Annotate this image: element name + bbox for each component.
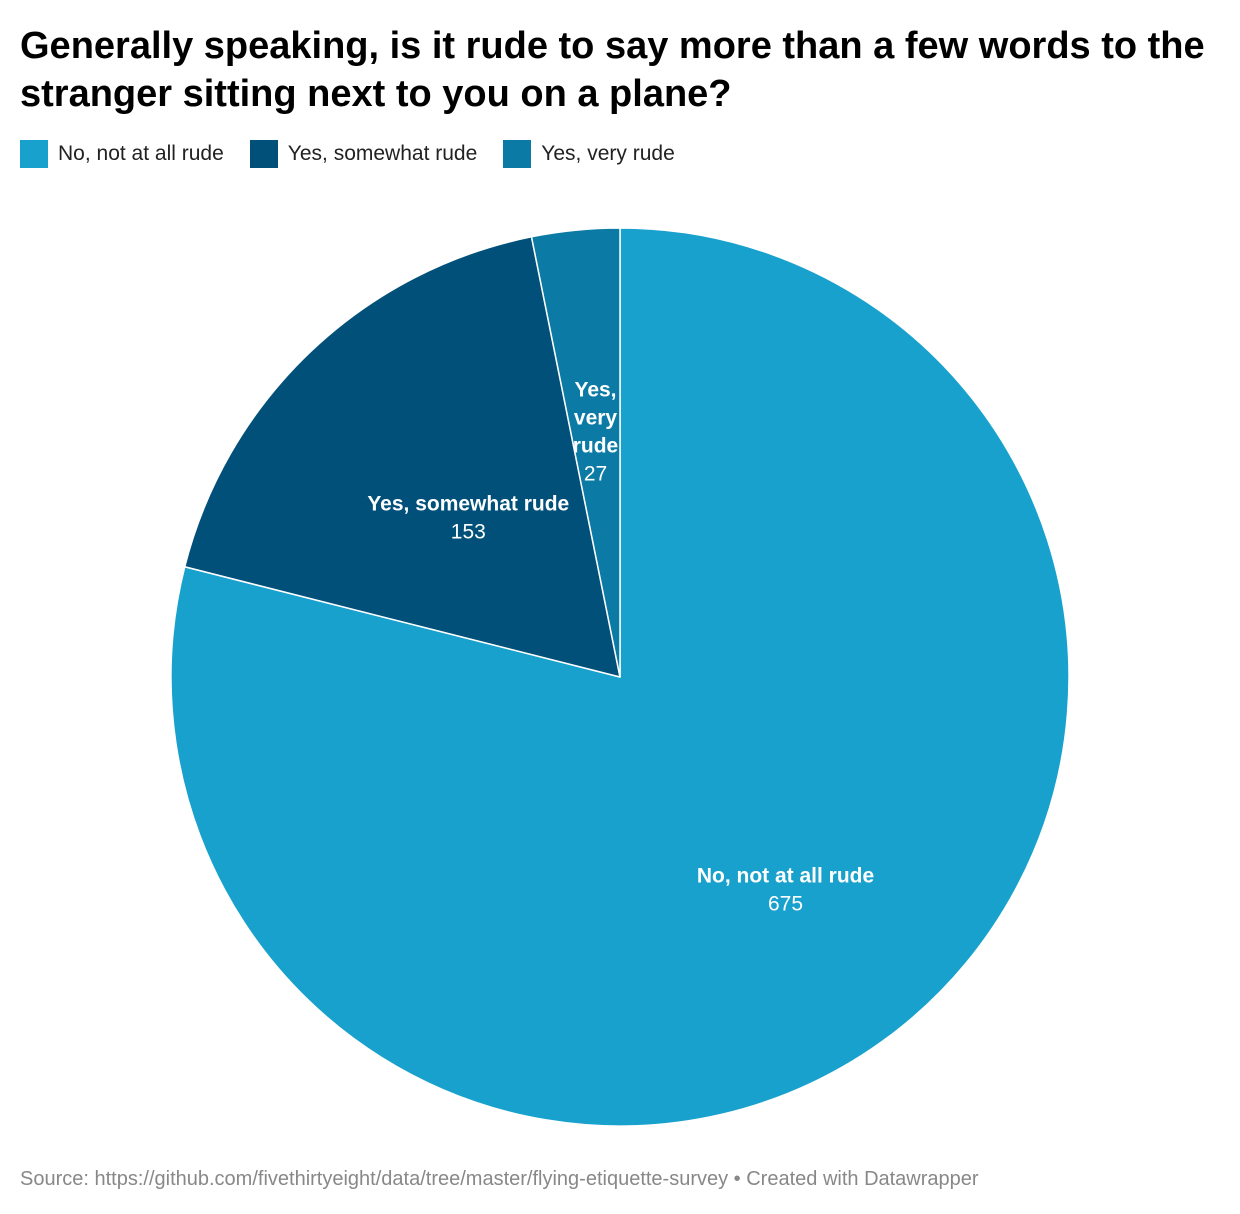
legend-swatch-not-rude xyxy=(20,140,48,168)
legend-item-somewhat-rude: Yes, somewhat rude xyxy=(249,140,478,168)
legend-label-somewhat-rude: Yes, somewhat rude xyxy=(287,142,478,165)
legend-swatch-somewhat-rude xyxy=(249,140,278,168)
pie-slice-very-rude xyxy=(530,227,621,678)
pie-label-very-rude: Yes, very rude xyxy=(573,378,619,457)
chart-legend: No, not at all rude Yes, somewhat rude Y… xyxy=(20,140,701,168)
legend-swatch-very-rude xyxy=(503,140,532,168)
chart-title: Generally speaking, is it rude to say mo… xyxy=(20,25,1205,115)
legend-label-very-rude: Yes, very rude xyxy=(541,142,675,165)
legend-item-not-rude: No, not at all rude xyxy=(20,140,224,168)
legend-item-very-rude: Yes, very rude xyxy=(503,140,675,168)
pie-label-somewhat-rude: Yes, somewhat rude xyxy=(367,493,569,516)
source-footer: Source: https://github.com/fivethirtyeig… xyxy=(20,1168,979,1190)
legend-label-not-rude: No, not at all rude xyxy=(58,142,224,165)
pie-value-somewhat-rude: 153 xyxy=(451,521,486,544)
pie-slice-somewhat-rude xyxy=(183,236,621,678)
pie-value-not-rude: 675 xyxy=(768,893,803,916)
pie-label-not-rude: No, not at all rude xyxy=(697,865,874,888)
pie-value-very-rude: 27 xyxy=(584,462,607,485)
